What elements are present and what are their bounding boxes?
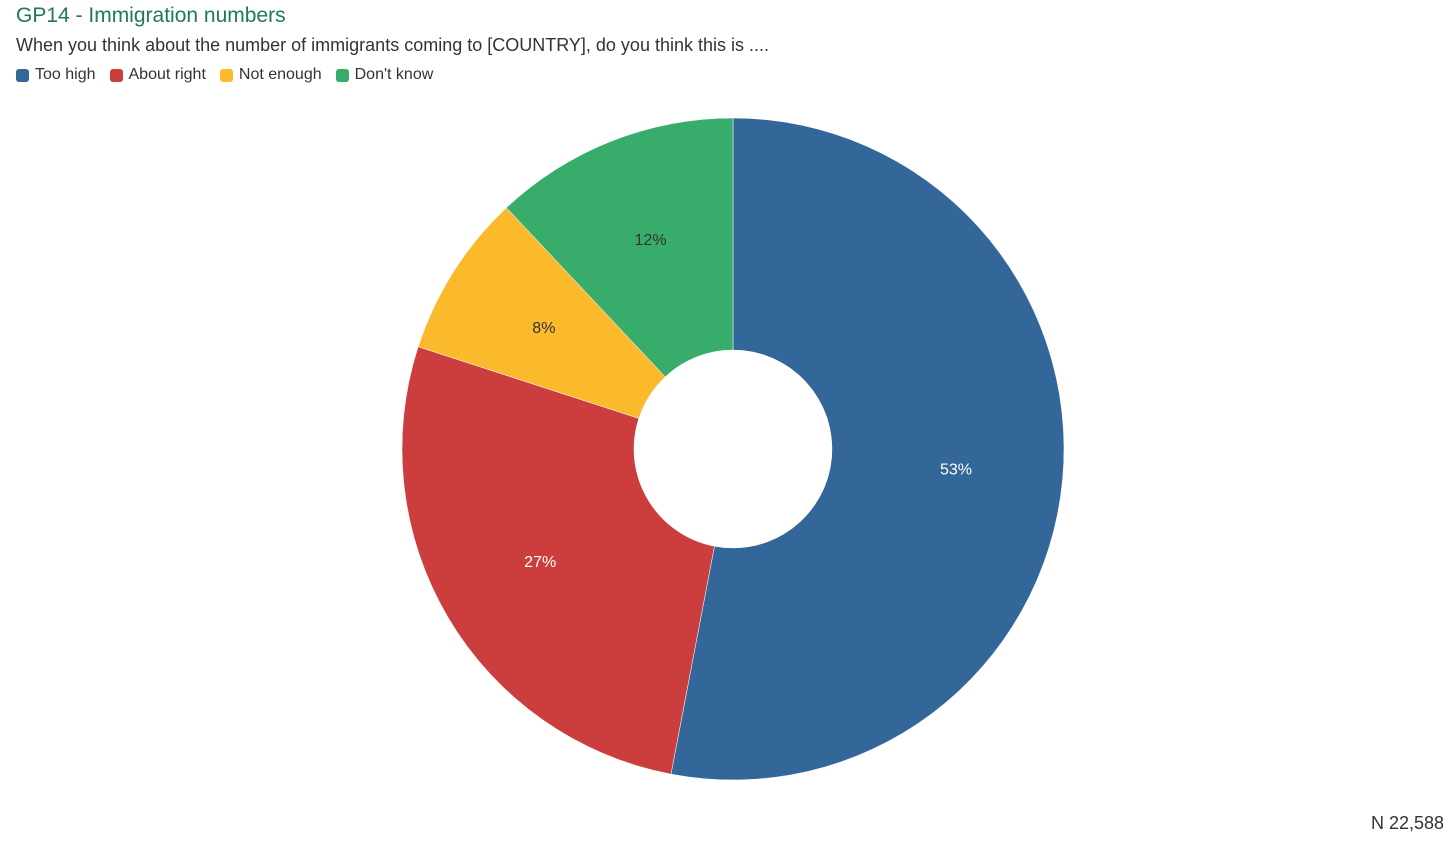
- chart-subtitle: When you think about the number of immig…: [16, 35, 769, 55]
- slice-too-high[interactable]: [670, 117, 1065, 781]
- legend-swatch-too-high: [16, 68, 29, 82]
- legend-item-dont-know[interactable]: Don't know: [335, 66, 434, 84]
- legend-item-not-enough[interactable]: Not enough: [219, 66, 322, 84]
- legend-label: Not enough: [238, 66, 322, 83]
- slice-label-too-high: 53%: [940, 461, 972, 478]
- slice-label-don-t-know: 12%: [635, 232, 667, 249]
- legend-label: Don't know: [354, 66, 434, 83]
- slice-about-right[interactable]: [401, 346, 715, 775]
- legend: Too high About right Not enough Don't kn…: [16, 66, 433, 84]
- legend-label: About right: [128, 66, 206, 83]
- legend-swatch-dont-know: [335, 68, 349, 82]
- legend-swatch-not-enough: [219, 68, 233, 82]
- slice-label-about-right: 27%: [524, 554, 556, 571]
- slice-label-not-enough: 8%: [532, 320, 555, 337]
- chart-title: GP14 - Immigration numbers: [16, 4, 286, 27]
- legend-item-about-right[interactable]: About right: [109, 66, 206, 84]
- slice-don-t-know[interactable]: [506, 117, 734, 378]
- legend-swatch-about-right: [109, 68, 123, 82]
- legend-label: Too high: [35, 66, 96, 83]
- sample-size-label: N 22,588: [1370, 813, 1444, 833]
- legend-item-too-high[interactable]: Too high: [16, 66, 96, 84]
